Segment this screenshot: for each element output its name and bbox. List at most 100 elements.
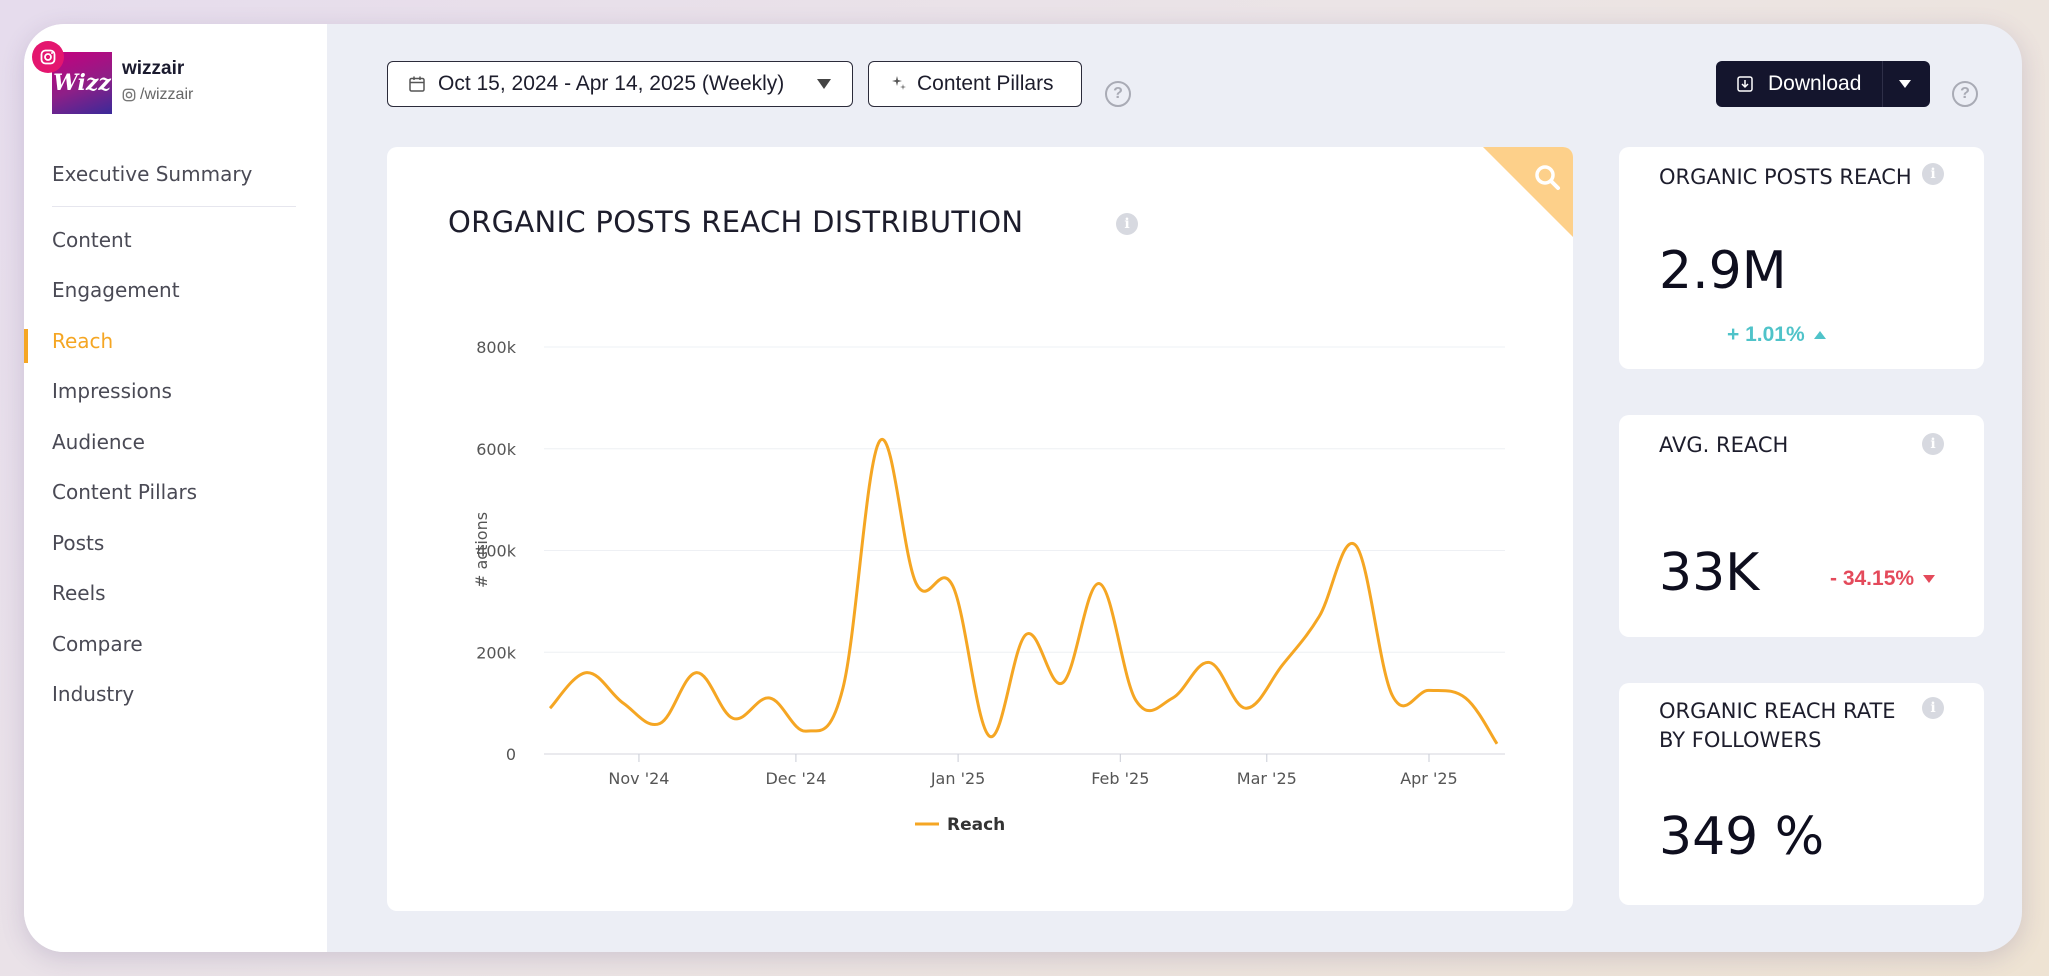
kpi-card-reach-rate: ORGANIC REACH RATE BY FOLLOWERS i 349 % <box>1619 683 1984 905</box>
data-point-reach[interactable] <box>983 730 995 742</box>
data-point-reach[interactable] <box>1276 659 1288 671</box>
x-tick-label: Jan '25 <box>930 769 986 788</box>
kpi-change: + 1.01% <box>1727 323 1827 347</box>
sidebar-item-posts[interactable]: Posts <box>52 531 105 555</box>
data-point-reach[interactable] <box>1350 539 1362 551</box>
data-point-reach[interactable] <box>581 667 593 679</box>
data-point-reach[interactable] <box>690 667 702 679</box>
y-tick-label: 0 <box>506 745 516 764</box>
data-point-reach[interactable] <box>1167 692 1179 704</box>
sidebar: Wizz wizzair /wizzair Executive Summary … <box>24 24 327 952</box>
calendar-icon <box>409 76 425 92</box>
sidebar-item-engagement[interactable]: Engagement <box>52 278 180 302</box>
y-tick-label: 400k <box>476 542 517 561</box>
data-point-reach[interactable] <box>727 712 739 724</box>
data-point-reach[interactable] <box>1423 684 1435 696</box>
kpi-info-icon[interactable]: i <box>1922 697 1944 719</box>
download-icon <box>1737 76 1753 92</box>
data-point-reach[interactable] <box>1057 677 1069 689</box>
data-point-reach[interactable] <box>947 580 959 592</box>
data-point-reach[interactable] <box>1203 656 1215 668</box>
data-point-reach[interactable] <box>1240 702 1252 714</box>
sidebar-divider <box>52 206 296 207</box>
profile-header[interactable]: Wizz wizzair /wizzair <box>32 41 312 122</box>
kpi-value: 2.9M <box>1659 241 1787 301</box>
sidebar-item-industry[interactable]: Industry <box>52 682 135 706</box>
y-tick-label: 200k <box>476 643 517 662</box>
reach-chart-card: ORGANIC POSTS REACH DISTRIBUTION i 0 200k… <box>387 147 1573 911</box>
y-axis-label: # actions <box>472 512 491 588</box>
brand-name: wizzair <box>122 58 185 79</box>
sidebar-item-audience[interactable]: Audience <box>52 430 145 454</box>
kpi-label: ORGANIC POSTS REACH <box>1659 165 1912 189</box>
y-tick-label: 800k <box>476 338 517 357</box>
kpi-value: 33K <box>1659 543 1760 603</box>
kpi-info-icon[interactable]: i <box>1922 163 1944 185</box>
x-tick-label: Mar '25 <box>1237 769 1297 788</box>
data-point-reach[interactable] <box>1313 611 1325 623</box>
sidebar-item-content-pillars[interactable]: Content Pillars <box>52 480 198 504</box>
zoom-icon[interactable] <box>1531 161 1565 195</box>
chart-info-icon[interactable]: i <box>1116 213 1138 235</box>
data-point-reach[interactable] <box>1491 738 1503 750</box>
data-point-reach[interactable] <box>764 692 776 704</box>
reach-line-chart: 0 200k 400k 600k 800k Nov '24 Dec '24 Jan '25 Fe… <box>472 338 1505 835</box>
x-tick-label: Feb '25 <box>1091 769 1149 788</box>
kpi-value: 349 % <box>1659 807 1825 867</box>
app-window: Wizz wizzair /wizzair Executive Summary … <box>24 24 2022 952</box>
download-divider <box>1882 61 1883 107</box>
data-point-reach[interactable] <box>837 682 849 694</box>
kpi-card-avg-reach: AVG. REACH i 33K - 34.15% <box>1619 415 1984 637</box>
data-point-reach[interactable] <box>617 697 629 709</box>
active-indicator <box>24 329 28 363</box>
date-range-label: Oct 15, 2024 - Apr 14, 2025 (Weekly) <box>438 72 785 95</box>
chart-title: ORGANIC POSTS REACH DISTRIBUTION <box>448 205 1024 239</box>
help-icon[interactable]: ? <box>1105 81 1131 107</box>
download-label: Download <box>1768 72 1862 95</box>
sidebar-item-impressions[interactable]: Impressions <box>52 379 172 403</box>
content-pillars-button[interactable]: Content Pillars <box>868 61 1082 107</box>
kpi-card-organic-posts-reach: ORGANIC POSTS REACH i 2.9M + 1.01% <box>1619 147 1984 369</box>
caret-down-icon <box>817 79 831 89</box>
data-point-reach[interactable] <box>800 725 812 737</box>
caret-down-icon <box>1923 575 1936 583</box>
data-point-reach[interactable] <box>1130 695 1142 707</box>
kpi-info-icon[interactable]: i <box>1922 433 1944 455</box>
kpi-change: - 34.15% <box>1830 567 1936 591</box>
sidebar-item-reels[interactable]: Reels <box>52 581 106 605</box>
data-point-reach[interactable] <box>1093 578 1105 590</box>
sidebar-item-compare[interactable]: Compare <box>52 632 143 656</box>
data-point-reach[interactable] <box>1386 689 1398 701</box>
data-point-reach[interactable] <box>1460 692 1472 704</box>
sidebar-item-executive-summary[interactable]: Executive Summary <box>52 162 253 186</box>
legend-label-reach[interactable]: Reach <box>947 815 1005 835</box>
kpi-label: AVG. REACH <box>1659 433 1789 457</box>
download-caret-icon[interactable] <box>1898 79 1912 89</box>
data-point-reach[interactable] <box>1020 628 1032 640</box>
series-line-reach <box>548 437 1499 745</box>
data-point-reach[interactable] <box>654 717 666 729</box>
content-pillars-label: Content Pillars <box>917 72 1054 95</box>
kpi-change-text: + 1.01% <box>1727 323 1805 346</box>
sparkle-icon <box>892 76 906 90</box>
corner-flag <box>1483 147 1573 237</box>
date-range-dropdown[interactable]: Oct 15, 2024 - Apr 14, 2025 (Weekly) <box>387 61 853 107</box>
brand-logo: Wizz <box>52 52 112 114</box>
brand-handle-text: /wizzair <box>140 86 194 103</box>
instagram-small-icon <box>122 88 136 102</box>
data-point-reach[interactable] <box>910 578 922 590</box>
download-button[interactable]: Download <box>1716 61 1930 107</box>
y-tick-label: 600k <box>476 440 517 459</box>
x-tick-label: Nov '24 <box>608 769 669 788</box>
sidebar-item-reach[interactable]: Reach <box>52 329 114 353</box>
instagram-icon <box>32 41 64 73</box>
kpi-change-text: - 34.15% <box>1830 567 1915 590</box>
data-point-reach[interactable] <box>544 702 556 714</box>
x-tick-label: Dec '24 <box>765 769 826 788</box>
download-help-icon[interactable]: ? <box>1952 81 1978 107</box>
data-point-reach[interactable] <box>874 435 886 447</box>
kpi-label: ORGANIC REACH RATE BY FOLLOWERS <box>1659 699 1896 752</box>
x-tick-label: Apr '25 <box>1400 769 1458 788</box>
sidebar-item-content[interactable]: Content <box>52 228 132 252</box>
caret-up-icon <box>1813 331 1826 339</box>
